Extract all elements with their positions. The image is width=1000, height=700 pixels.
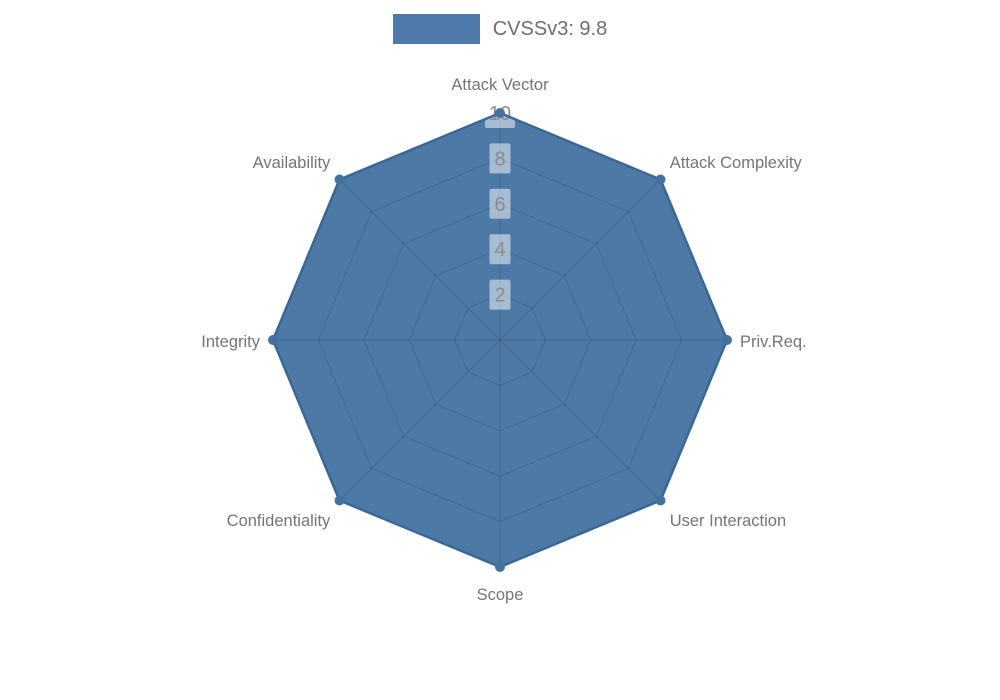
legend: CVSSv3: 9.8 bbox=[0, 14, 1000, 44]
axis-label-confidentiality: Confidentiality bbox=[227, 512, 331, 530]
series-marker-user-interaction bbox=[655, 495, 666, 506]
grid-ring-2 bbox=[454, 294, 546, 386]
series-marker-scope bbox=[495, 562, 505, 572]
series-fill-area bbox=[273, 113, 727, 567]
grid-spoke-confidentiality bbox=[339, 339, 501, 501]
legend-label: CVSSv3: 9.8 bbox=[492, 18, 608, 40]
grid-spoke-attack-complexity bbox=[499, 179, 661, 341]
grid-ring-8 bbox=[317, 157, 683, 523]
series-marker-attack-vector bbox=[495, 108, 505, 118]
series-marker-confidentiality bbox=[334, 495, 345, 506]
tick-label-6: 6 bbox=[494, 194, 505, 216]
grid-spoke-availability bbox=[339, 179, 501, 341]
grid-ring-4 bbox=[408, 248, 592, 432]
series-marker-attack-complexity bbox=[655, 174, 666, 185]
axis-label-attack-vector: Attack Vector bbox=[451, 76, 549, 94]
axis-label-integrity: Integrity bbox=[201, 333, 260, 351]
tick-label-4: 4 bbox=[494, 239, 505, 261]
tick-label-2: 2 bbox=[494, 285, 505, 307]
axis-label-user-interaction: User Interaction bbox=[670, 512, 786, 530]
axis-label-scope: Scope bbox=[477, 586, 524, 604]
tick-box-6 bbox=[489, 188, 511, 219]
tick-label-8: 8 bbox=[494, 148, 505, 170]
grid-spoke-user-interaction bbox=[499, 339, 661, 501]
legend-swatch bbox=[392, 14, 480, 44]
tick-box-8 bbox=[489, 143, 511, 174]
series-marker-priv-req bbox=[722, 335, 732, 345]
tick-box-4 bbox=[489, 234, 511, 265]
grid-ring-6 bbox=[363, 203, 637, 477]
series-marker-integrity bbox=[268, 335, 278, 345]
axis-label-priv-req: Priv.Req. bbox=[740, 333, 807, 351]
axis-label-attack-complexity: Attack Complexity bbox=[670, 154, 803, 172]
axis-label-availability: Availability bbox=[253, 154, 331, 172]
tick-box-2 bbox=[489, 279, 511, 310]
series-marker-availability bbox=[334, 174, 345, 185]
